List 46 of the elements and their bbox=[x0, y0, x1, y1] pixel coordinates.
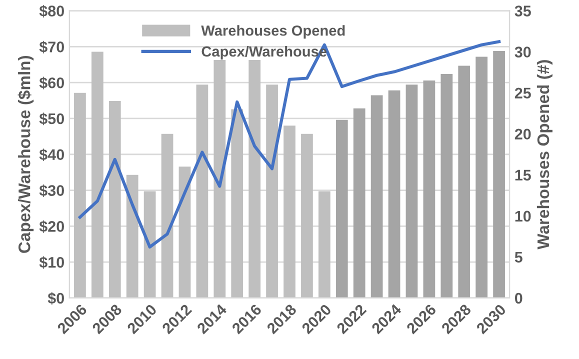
bar bbox=[231, 109, 244, 298]
y2-tick-label: 20 bbox=[514, 128, 531, 140]
y2-axis-title: Warehouses Opened (#) bbox=[536, 60, 552, 250]
y-axis-title: Capex/Warehouse ($mln) bbox=[18, 56, 34, 253]
bar bbox=[248, 60, 261, 298]
y-tick-label: $40 bbox=[39, 148, 64, 162]
bar bbox=[423, 80, 436, 298]
bar bbox=[214, 60, 226, 298]
y-tick-label: $60 bbox=[39, 76, 64, 90]
y2-tick-label: 25 bbox=[514, 88, 531, 99]
bar bbox=[493, 50, 505, 298]
y-tick-label: $50 bbox=[39, 112, 64, 126]
bar bbox=[74, 92, 86, 298]
bar bbox=[144, 191, 156, 298]
y2-tick-label: 30 bbox=[514, 46, 531, 58]
bar bbox=[161, 134, 174, 298]
bar bbox=[91, 52, 104, 298]
bar bbox=[126, 174, 138, 298]
bar bbox=[353, 108, 366, 298]
y2-tick-label: 10 bbox=[515, 210, 531, 222]
bar bbox=[370, 95, 383, 298]
y2-tick-label: 15 bbox=[515, 170, 531, 181]
y-tick-label: $70 bbox=[39, 40, 64, 54]
y-tick-label: $10 bbox=[39, 256, 64, 269]
y2-tick-label: 35 bbox=[514, 6, 531, 16]
y-tick-label: $30 bbox=[39, 184, 64, 197]
bar bbox=[266, 84, 278, 298]
bar bbox=[284, 126, 296, 298]
bar bbox=[178, 166, 191, 298]
bar bbox=[388, 90, 400, 298]
y-tick-label: $80 bbox=[39, 4, 64, 18]
bar bbox=[440, 74, 453, 298]
bar bbox=[301, 134, 313, 298]
bar bbox=[458, 66, 470, 298]
line-series bbox=[78, 40, 501, 249]
bar bbox=[318, 191, 330, 298]
bar bbox=[108, 101, 121, 298]
bar bbox=[336, 120, 348, 298]
y-tick-label: $0 bbox=[48, 292, 64, 305]
y2-tick-label: 0 bbox=[514, 292, 522, 304]
y2-tick-label: 5 bbox=[514, 252, 522, 263]
y-tick-label: $20 bbox=[39, 220, 64, 233]
bar bbox=[196, 84, 208, 298]
bar bbox=[476, 56, 488, 298]
bar bbox=[406, 84, 418, 298]
legend-label: Warehouses Opened bbox=[201, 25, 345, 39]
